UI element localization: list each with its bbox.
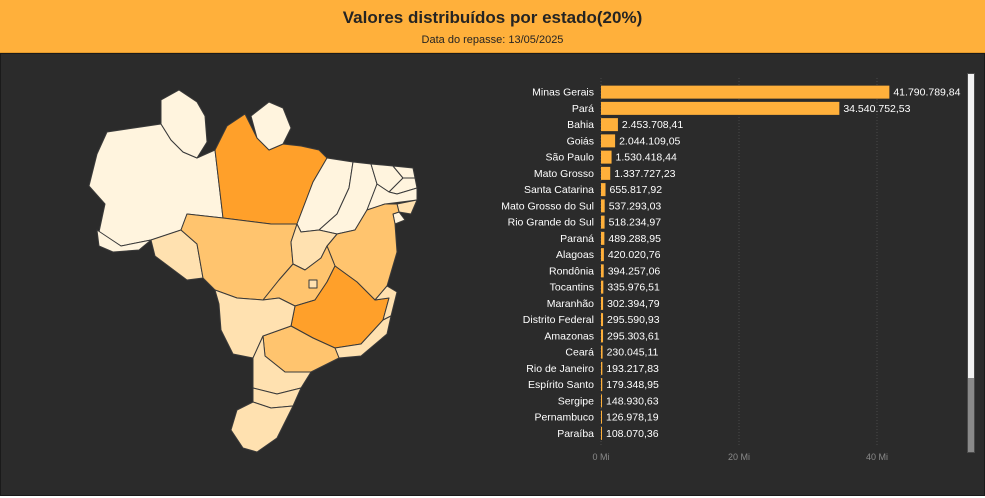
category-label: Pernambuco: [534, 412, 594, 424]
category-label: Maranhão: [547, 298, 594, 310]
category-label: Pará: [572, 103, 594, 115]
pernambuco-state[interactable]: [366, 183, 418, 211]
x-tick-label: 20 Mi: [728, 452, 750, 462]
data-label: 34.540.752,53: [843, 103, 910, 115]
bar[interactable]: [601, 394, 603, 408]
bar[interactable]: [601, 264, 604, 278]
bar[interactable]: [601, 313, 604, 327]
category-label: Paraíba: [557, 428, 594, 440]
category-label: Santa Catarina: [524, 184, 594, 196]
x-tick-label: 0 Mi: [592, 452, 609, 462]
category-label: Amazonas: [544, 330, 594, 342]
bar[interactable]: [601, 166, 611, 180]
page-subtitle: Data do repasse: 13/05/2025: [421, 34, 564, 46]
scrollbar[interactable]: [967, 73, 975, 453]
mato-grosso-do-sul-state[interactable]: [214, 289, 296, 359]
category-label: Espírito Santo: [528, 379, 594, 391]
data-label: 41.790.789,84: [893, 87, 960, 99]
data-label: 518.234,97: [609, 217, 662, 229]
x-tick-label: 40 Mi: [866, 452, 888, 462]
bar[interactable]: [601, 378, 603, 392]
category-label: Mato Grosso do Sul: [501, 200, 594, 212]
category-label: Ceará: [565, 347, 594, 359]
category-label: Goiás: [567, 135, 594, 147]
category-label: Alagoas: [556, 249, 594, 261]
visual-panel: Minas Gerais 41.790.789,84 Pará 34.540.752,…: [0, 53, 985, 496]
data-label: 295.303,61: [607, 330, 660, 342]
report-header: Valores distribuídos por estado(20%) Dat…: [0, 0, 985, 53]
bar[interactable]: [601, 426, 602, 440]
bar[interactable]: [601, 410, 602, 424]
category-label: Rio de Janeiro: [526, 363, 594, 375]
data-label: 148.930,63: [606, 395, 659, 407]
data-label: 126.978,19: [606, 412, 659, 424]
scrollbar-thumb[interactable]: [968, 74, 974, 378]
data-label: 230.045,11: [607, 347, 659, 359]
category-label: Bahia: [567, 119, 594, 131]
data-label: 179.348,95: [606, 379, 659, 391]
bar[interactable]: [601, 118, 618, 132]
bar[interactable]: [601, 361, 603, 375]
data-label: 2.044.109,05: [619, 135, 680, 147]
bar[interactable]: [601, 215, 605, 229]
roraima-state[interactable]: [160, 89, 208, 159]
category-label: Rio Grande do Sul: [508, 217, 594, 229]
category-label: Distrito Federal: [523, 314, 594, 326]
data-label: 2.453.708,41: [622, 119, 683, 131]
data-label: 295.590,93: [607, 314, 660, 326]
category-label: Paraná: [560, 233, 594, 245]
category-label: Mato Grosso: [534, 168, 594, 180]
data-label: 537.293,03: [609, 200, 662, 212]
brazil-map[interactable]: [1, 54, 431, 484]
distrito-federal-state[interactable]: [308, 279, 318, 289]
bar[interactable]: [601, 85, 890, 99]
category-label: Rondônia: [549, 265, 594, 277]
rio-grande-do-sul-state[interactable]: [230, 401, 294, 453]
data-label: 302.394,79: [607, 298, 660, 310]
category-label: São Paulo: [546, 152, 595, 164]
data-label: 394.257,06: [608, 265, 661, 277]
bar[interactable]: [601, 199, 605, 213]
bar[interactable]: [601, 183, 606, 197]
amapa-state[interactable]: [250, 101, 292, 151]
bar[interactable]: [601, 248, 604, 262]
category-label: Tocantins: [550, 282, 594, 294]
data-label: 1.337.727,23: [614, 168, 675, 180]
bar[interactable]: [601, 231, 605, 245]
bar[interactable]: [601, 280, 604, 294]
data-label: 1.530.418,44: [616, 152, 677, 164]
bar[interactable]: [601, 101, 840, 115]
category-label: Sergipe: [558, 395, 594, 407]
acre-state[interactable]: [96, 229, 152, 253]
bar-chart: Minas Gerais 41.790.789,84 Pará 34.540.752,…: [501, 78, 961, 462]
rio-de-janeiro-state[interactable]: [334, 315, 392, 359]
page-title: Valores distribuídos por estado(20%): [342, 8, 643, 27]
bar[interactable]: [601, 296, 604, 310]
data-label: 335.976,51: [607, 282, 660, 294]
data-label: 193.217,83: [606, 363, 659, 375]
bar[interactable]: [601, 345, 603, 359]
data-label: 108.070,36: [606, 428, 659, 440]
data-label: 489.288,95: [608, 233, 661, 245]
bar[interactable]: [601, 150, 612, 164]
bar[interactable]: [601, 134, 616, 148]
scrollbar-track-lower: [968, 378, 974, 452]
category-label: Minas Gerais: [532, 87, 594, 99]
data-label: 420.020,76: [608, 249, 661, 261]
data-label: 655.817,92: [610, 184, 663, 196]
bar[interactable]: [601, 329, 604, 343]
